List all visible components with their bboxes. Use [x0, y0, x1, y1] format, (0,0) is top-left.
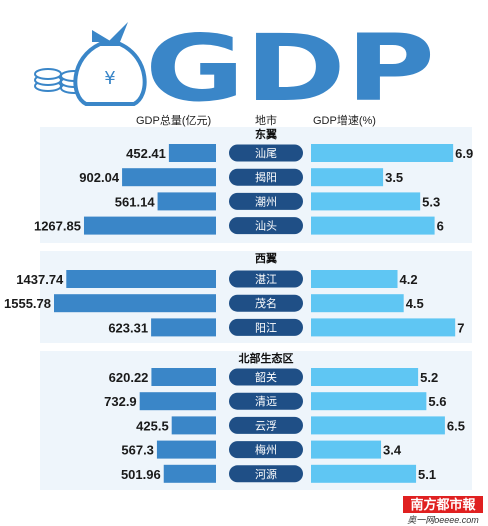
gdp-value-label: 623.31: [108, 320, 148, 335]
gdp-bar: [168, 144, 216, 162]
gdp-value-label: 902.04: [79, 170, 120, 185]
money-bag-icon: ¥: [73, 22, 147, 106]
growth-value-label: 5.6: [428, 394, 446, 409]
growth-bar: [311, 464, 417, 483]
city-pill: [229, 270, 303, 288]
growth-bar: [311, 392, 427, 411]
gdp-value-label: 1437.74: [16, 272, 64, 287]
city-label: 湛江: [255, 273, 277, 286]
gdp-header: GDP总量(亿元): [136, 113, 211, 127]
gdp-value-label: 452.41: [126, 146, 166, 161]
city-label: 潮州: [255, 194, 277, 208]
growth-bar: [311, 440, 382, 459]
growth-value-label: 5.2: [420, 370, 438, 385]
growth-value-label: 6.9: [455, 146, 473, 161]
growth-bar: [311, 416, 445, 435]
region-label: 北部生态区: [239, 351, 294, 365]
growth-value-label: 6: [437, 219, 444, 234]
svg-text:¥: ¥: [104, 68, 115, 89]
gdp-bar: [156, 440, 216, 459]
gdp-bar: [171, 416, 216, 435]
logo-url: 奥一网oeeee.com: [407, 515, 479, 525]
gdp-value-label: 561.14: [115, 194, 156, 209]
growth-value-label: 6.5: [447, 418, 465, 433]
gdp-value-label: 425.5: [136, 418, 169, 433]
growth-bar: [311, 294, 404, 313]
city-label: 河源: [255, 467, 277, 481]
gdp-value-label: 1555.78: [4, 296, 51, 311]
growth-bar: [311, 270, 398, 288]
growth-value-label: 4.5: [406, 296, 424, 311]
city-pill: [229, 294, 303, 312]
city-label: 汕尾: [255, 147, 277, 160]
gdp-value-label: 567.3: [121, 443, 154, 458]
gdp-bar: [66, 270, 216, 288]
city-pill: [229, 318, 303, 336]
growth-bar: [311, 368, 419, 386]
city-pill: [229, 465, 303, 483]
gdp-value-label: 1267.85: [34, 219, 81, 234]
growth-value-label: 3.4: [383, 443, 402, 458]
growth-bar: [311, 192, 421, 211]
city-label: 云浮: [255, 419, 277, 432]
city-pill: [229, 392, 303, 410]
plot-area: 东翼 452.41 汕尾 6.9 902.04 揭阳 3.5 561.14 潮州 5.3 1267.…: [4, 127, 473, 490]
gdp-bar: [122, 168, 216, 187]
growth-bar: [311, 216, 435, 235]
growth-header: GDP增速(%): [313, 113, 376, 127]
growth-bar: [311, 144, 454, 162]
city-label: 揭阳: [255, 170, 277, 184]
gdp-bar: [83, 216, 216, 235]
region-label: 东翼: [255, 127, 277, 141]
gdp-bar: [157, 192, 216, 211]
city-pill: [229, 217, 303, 235]
growth-bar: [311, 168, 384, 187]
gdp-bar: [139, 392, 216, 411]
gdp-bar: [151, 318, 216, 337]
city-pill: [229, 192, 303, 210]
growth-value-label: 4.2: [400, 272, 418, 287]
growth-value-label: 5.1: [418, 467, 436, 482]
gdp-bar: [151, 368, 216, 386]
city-pill: [229, 441, 303, 459]
city-label: 汕头: [255, 220, 277, 233]
city-pill: [229, 144, 303, 162]
gdp-value-label: 732.9: [104, 394, 137, 409]
city-label: 清远: [255, 395, 277, 408]
page-title: GDP: [145, 15, 435, 122]
city-pill: [229, 368, 303, 386]
city-pill: [229, 416, 303, 434]
region-label: 西翼: [255, 252, 277, 265]
city-header: 地市: [255, 113, 277, 127]
city-label: 韶关: [255, 370, 277, 384]
gdp-value-label: 620.22: [109, 370, 149, 385]
growth-value-label: 3.5: [385, 170, 403, 185]
gdp-bar: [54, 294, 216, 313]
growth-bar: [311, 318, 456, 337]
newspaper-logo: 南方都市報 奥一网oeeee.com: [403, 496, 483, 525]
city-label: 梅州: [255, 443, 277, 457]
city-label: 茂名: [255, 296, 277, 310]
gdp-value-label: 501.96: [121, 467, 161, 482]
gdp-bar: [163, 464, 216, 483]
city-pill: [229, 168, 303, 186]
growth-value-label: 7: [457, 320, 464, 335]
city-label: 阳江: [255, 321, 277, 334]
growth-value-label: 5.3: [422, 194, 440, 209]
logo-text: 南方都市報: [410, 497, 476, 512]
